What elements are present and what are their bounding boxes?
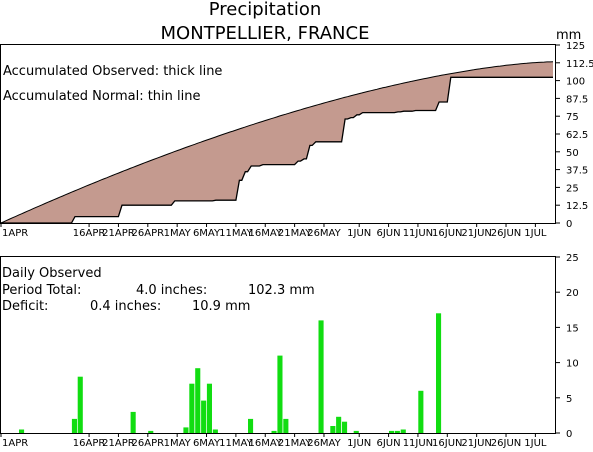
accumulated-x-tick-label: 26JUN xyxy=(491,228,521,239)
accumulated-x-tick-label: 21JUN xyxy=(461,228,491,239)
accumulated-x-tick-label: 6MAY xyxy=(193,228,221,239)
accumulated-y-tick-label: 87.5 xyxy=(566,94,588,105)
daily-bar xyxy=(272,431,277,433)
daily-y-tick-label: 5 xyxy=(566,394,572,405)
daily-x-tick-label: 16JUN xyxy=(432,438,462,448)
daily-bar xyxy=(248,419,253,433)
daily-x-tick-label: 26JUN xyxy=(491,438,521,448)
accumulated-y-tick-label: 37.5 xyxy=(566,166,588,177)
daily-bar xyxy=(336,417,341,433)
daily-x-tick-label: 6MAY xyxy=(193,438,221,448)
accumulated-y-tick-label: 112.5 xyxy=(566,59,593,70)
chart-title: Precipitation xyxy=(209,0,322,20)
accumulated-x-tick-label: 21APR xyxy=(102,228,135,239)
daily-bar xyxy=(213,430,218,434)
daily-x-tick-label: 1APR xyxy=(2,438,28,448)
daily-plot-area xyxy=(19,313,441,433)
accumulated-difference-area xyxy=(1,62,553,223)
daily-bar xyxy=(131,412,136,433)
accumulated-y-tick-label: 0 xyxy=(566,219,572,230)
accumulated-y-tick-label: 125 xyxy=(566,41,585,52)
daily-y-tick-label: 25 xyxy=(566,253,579,264)
daily-bar xyxy=(189,384,194,433)
deficit-inches: 0.4 inches: xyxy=(90,299,161,314)
accumulated-x-tick-label: 11JUN xyxy=(403,228,433,239)
daily-bar xyxy=(401,430,406,434)
daily-y-tick-label: 20 xyxy=(566,288,579,299)
daily-x-tick-label: 1MAY xyxy=(164,438,192,448)
daily-x-tick-label: 6JUN xyxy=(377,438,401,448)
accumulated-x-tick-label: 16JUN xyxy=(432,228,462,239)
accumulated-panel: Accumulated Observed: thick line Accumul… xyxy=(1,41,593,239)
daily-x-tick-label: 26MAY xyxy=(307,438,341,448)
daily-bar xyxy=(277,356,282,433)
accumulated-y-tick-label: 62.5 xyxy=(566,130,588,141)
daily-y-tick-label: 10 xyxy=(566,359,579,370)
legend-observed: Accumulated Observed: thick line xyxy=(3,64,222,79)
daily-bar xyxy=(19,430,24,434)
accumulated-x-tick-label: 26APR xyxy=(132,228,165,239)
accumulated-x-tick-label: 26MAY xyxy=(307,228,341,239)
accumulated-x-tick-label: 1JUN xyxy=(347,228,371,239)
period-total-label: Period Total: xyxy=(2,283,81,298)
daily-y-tick-label: 15 xyxy=(566,323,579,334)
daily-heading: Daily Observed xyxy=(2,266,102,281)
daily-bar xyxy=(283,419,288,433)
daily-y-axis: 0 5 10 15 20 25 xyxy=(556,253,579,440)
chart-subtitle: MONTPELLIER, FRANCE xyxy=(161,23,370,44)
daily-bar xyxy=(148,431,153,433)
accumulated-y-tick-label: 25 xyxy=(566,183,579,194)
accumulated-x-tick-label: 1MAY xyxy=(164,228,192,239)
daily-x-tick-label: 21JUN xyxy=(461,438,491,448)
accumulated-plot-area xyxy=(1,62,553,223)
daily-bar xyxy=(195,368,200,433)
accumulated-y-tick-label: 75 xyxy=(566,112,579,123)
daily-bar xyxy=(354,431,359,433)
accumulated-x-tick-label: 1APR xyxy=(2,228,28,239)
daily-bar xyxy=(201,401,206,433)
daily-bar xyxy=(436,313,441,433)
accumulated-y-tick-label: 12.5 xyxy=(566,201,588,212)
period-total-mm: 102.3 mm xyxy=(248,283,315,298)
accumulated-x-tick-label: 6JUN xyxy=(377,228,401,239)
daily-x-tick-label: 26APR xyxy=(132,438,165,448)
accumulated-y-tick-label: 50 xyxy=(566,148,579,159)
period-total-inches: 4.0 inches: xyxy=(136,283,207,298)
daily-x-tick-label: 21APR xyxy=(102,438,135,448)
daily-panel: Daily Observed Period Total: 4.0 inches:… xyxy=(1,253,579,448)
accumulated-x-tick-label: 16APR xyxy=(73,228,106,239)
daily-x-tick-label: 11JUN xyxy=(403,438,433,448)
deficit-label: Deficit: xyxy=(2,299,48,314)
accumulated-y-axis: 0 12.5 25 37.5 50 62.5 75 87.5 100 112.5 125 xyxy=(556,41,593,230)
daily-bar xyxy=(342,422,347,433)
daily-bar xyxy=(395,431,400,433)
daily-x-tick-label: 1JUN xyxy=(347,438,371,448)
daily-bar xyxy=(330,426,335,433)
daily-bar xyxy=(418,391,423,433)
daily-x-tick-label: 16APR xyxy=(73,438,106,448)
accumulated-y-tick-label: 100 xyxy=(566,77,585,88)
daily-bar xyxy=(183,427,188,433)
daily-bar xyxy=(389,431,394,433)
daily-bar xyxy=(319,320,324,433)
daily-x-tick-label: 1JUL xyxy=(524,438,547,448)
daily-bar xyxy=(78,377,83,433)
deficit-mm: 10.9 mm xyxy=(192,299,250,314)
daily-bar xyxy=(207,384,212,433)
legend-normal: Accumulated Normal: thin line xyxy=(3,89,201,104)
daily-y-tick-label: 0 xyxy=(566,429,572,440)
daily-bar xyxy=(72,419,77,433)
accumulated-x-tick-label: 1JUL xyxy=(524,228,547,239)
